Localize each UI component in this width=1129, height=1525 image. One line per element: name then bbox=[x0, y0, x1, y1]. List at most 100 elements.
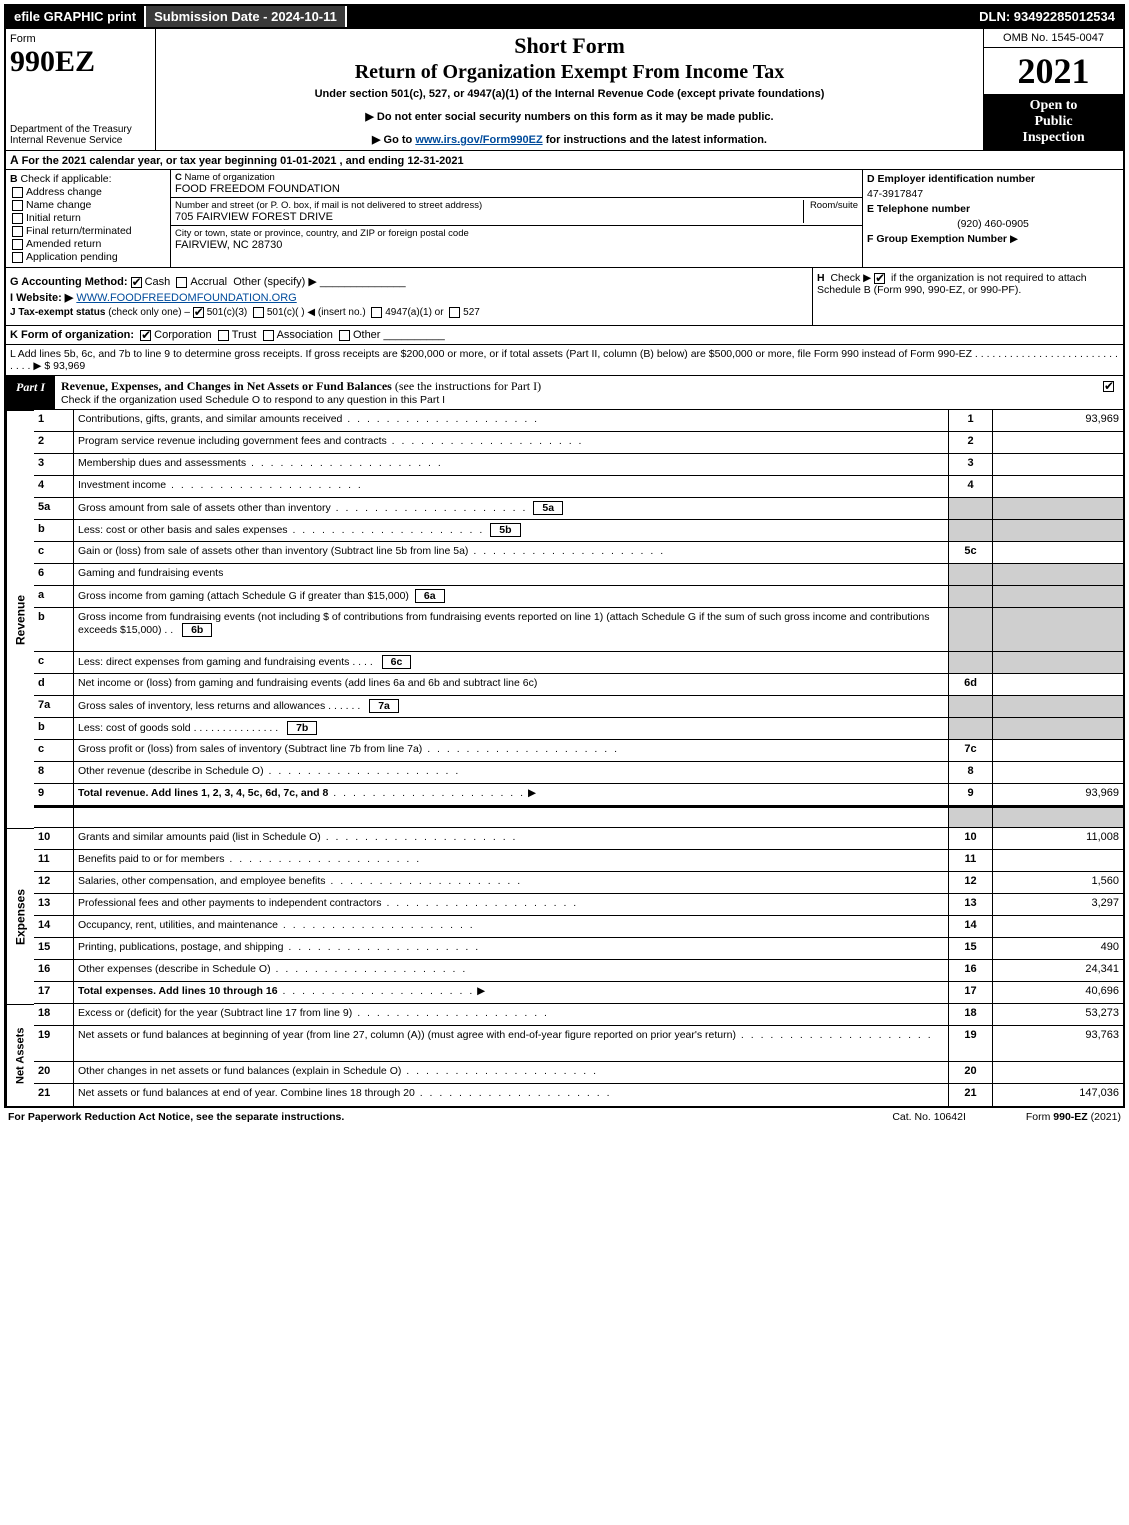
line-5a-desc: Gross amount from sale of assets other t… bbox=[74, 498, 949, 520]
line-1-desc: Contributions, gifts, grants, and simila… bbox=[74, 410, 949, 432]
line-5a-rn bbox=[949, 498, 993, 520]
line-20-desc: Other changes in net assets or fund bala… bbox=[74, 1062, 949, 1084]
chk-cash[interactable] bbox=[131, 277, 142, 288]
line-16-desc: Other expenses (describe in Schedule O) bbox=[74, 960, 949, 982]
line-8-desc: Other revenue (describe in Schedule O) bbox=[74, 762, 949, 784]
title-short-form: Short Form bbox=[162, 33, 977, 59]
opt-4947: 4947(a)(1) or bbox=[385, 307, 443, 318]
chk-association[interactable] bbox=[263, 330, 274, 341]
line-2-num: 2 bbox=[34, 432, 74, 454]
chk-other-org[interactable] bbox=[339, 330, 350, 341]
line-5c-num: c bbox=[34, 542, 74, 564]
part-i-checkbox[interactable] bbox=[1097, 376, 1123, 409]
chk-trust[interactable] bbox=[218, 330, 229, 341]
line-6d-num: d bbox=[34, 674, 74, 696]
line-2-rn: 2 bbox=[949, 432, 993, 454]
accounting-method-row: G Accounting Method: Cash Accrual Other … bbox=[10, 275, 808, 288]
line-1-num: 1 bbox=[34, 410, 74, 432]
opt-501c3: 501(c)(3) bbox=[207, 307, 248, 318]
efile-print-label[interactable]: efile GRAPHIC print bbox=[6, 6, 146, 27]
line-18-rn: 18 bbox=[949, 1004, 993, 1026]
footer-form-ref: Form 990-EZ (2021) bbox=[1026, 1111, 1121, 1123]
part-i-check-note: Check if the organization used Schedule … bbox=[61, 394, 541, 406]
line-20-num: 20 bbox=[34, 1062, 74, 1084]
row-a-text: For the 2021 calendar year, or tax year … bbox=[22, 155, 464, 167]
line-7a-amt bbox=[993, 696, 1123, 718]
part-i-tag: Part I bbox=[6, 376, 55, 409]
line-5a-amt bbox=[993, 498, 1123, 520]
org-name-cell: C Name of organization FOOD FREEDOM FOUN… bbox=[171, 170, 862, 198]
chk-501c3[interactable] bbox=[193, 307, 204, 318]
chk-amended-return[interactable]: Amended return bbox=[12, 238, 166, 250]
tel-value: (920) 460-0905 bbox=[867, 218, 1119, 230]
form-header: Form 990EZ Department of the Treasury In… bbox=[6, 29, 1123, 151]
chk-application-pending[interactable]: Application pending bbox=[12, 251, 166, 263]
addr-label: Number and street (or P. O. box, if mail… bbox=[175, 200, 795, 211]
form-word: Form bbox=[10, 33, 151, 45]
org-name-value: FOOD FREEDOM FOUNDATION bbox=[175, 183, 858, 195]
line-4-desc: Investment income bbox=[74, 476, 949, 498]
column-d-e-f: D Employer identification number 47-3917… bbox=[863, 170, 1123, 267]
line-16-rn: 16 bbox=[949, 960, 993, 982]
line-19-num: 19 bbox=[34, 1026, 74, 1062]
chk-schedule-b-not-required[interactable] bbox=[874, 273, 885, 284]
line-9-num: 9 bbox=[34, 784, 74, 806]
opt-trust: Trust bbox=[232, 329, 257, 341]
open-line-1: Open to bbox=[1030, 98, 1078, 113]
line-14-num: 14 bbox=[34, 916, 74, 938]
line-6c-rn bbox=[949, 652, 993, 674]
line-17-desc: Total expenses. Add lines 10 through 16 … bbox=[74, 982, 949, 1004]
line-6-amt bbox=[993, 564, 1123, 586]
irs-link[interactable]: www.irs.gov/Form990EZ bbox=[415, 134, 542, 146]
column-b: B Check if applicable: Address change Na… bbox=[6, 170, 171, 267]
line-9-desc: Total revenue. Add lines 1, 2, 3, 4, 5c,… bbox=[74, 784, 949, 806]
net-assets-section-label: Net Assets bbox=[6, 1004, 34, 1106]
website-link[interactable]: WWW.FOODFREEDOMFOUNDATION.ORG bbox=[76, 292, 296, 304]
i-label: I Website: ▶ bbox=[10, 292, 73, 304]
line-16-amt: 24,341 bbox=[993, 960, 1123, 982]
submission-date-label: Submission Date - 2024-10-11 bbox=[146, 6, 347, 27]
line-7b-rn bbox=[949, 718, 993, 740]
chk-final-return[interactable]: Final return/terminated bbox=[12, 225, 166, 237]
group-exemption-arrow: ▶ bbox=[1010, 233, 1018, 245]
footer-cat-no: Cat. No. 10642I bbox=[892, 1111, 966, 1123]
header-middle: Short Form Return of Organization Exempt… bbox=[156, 29, 983, 150]
chk-4947[interactable] bbox=[371, 307, 382, 318]
chk-initial-return[interactable]: Initial return bbox=[12, 212, 166, 224]
line-9-amt: 93,969 bbox=[993, 784, 1123, 806]
chk-527[interactable] bbox=[449, 307, 460, 318]
open-to-public-inspection: Open to Public Inspection bbox=[984, 94, 1123, 150]
chk-address-change[interactable]: Address change bbox=[12, 186, 166, 198]
line-6c-num: c bbox=[34, 652, 74, 674]
title-return: Return of Organization Exempt From Incom… bbox=[162, 61, 977, 84]
chk-501c[interactable] bbox=[253, 307, 264, 318]
line-2-amt bbox=[993, 432, 1123, 454]
b-label: Check if applicable: bbox=[21, 173, 112, 185]
dln-label: DLN: 93492285012534 bbox=[971, 6, 1123, 27]
chk-corporation[interactable] bbox=[140, 330, 151, 341]
line-3-amt bbox=[993, 454, 1123, 476]
line-6b-desc: Gross income from fundraising events (no… bbox=[74, 608, 949, 652]
line-21-desc: Net assets or fund balances at end of ye… bbox=[74, 1084, 949, 1106]
opt-accrual: Accrual bbox=[190, 276, 227, 288]
line-13-num: 13 bbox=[34, 894, 74, 916]
line-1-amt: 93,969 bbox=[993, 410, 1123, 432]
line-21-num: 21 bbox=[34, 1084, 74, 1106]
page-footer: For Paperwork Reduction Act Notice, see … bbox=[4, 1108, 1125, 1123]
h-check-prefix: Check ▶ bbox=[830, 272, 871, 284]
line-3-num: 3 bbox=[34, 454, 74, 476]
chk-accrual[interactable] bbox=[176, 277, 187, 288]
line-14-rn: 14 bbox=[949, 916, 993, 938]
line-11-amt bbox=[993, 850, 1123, 872]
line-4-rn: 4 bbox=[949, 476, 993, 498]
chk-name-change[interactable]: Name change bbox=[12, 199, 166, 211]
j-note: (check only one) – bbox=[108, 307, 190, 318]
website-row: I Website: ▶ WWW.FOODFREEDOMFOUNDATION.O… bbox=[10, 291, 808, 304]
org-name-label: Name of organization bbox=[185, 172, 275, 183]
line-7a-num: 7a bbox=[34, 696, 74, 718]
line-8-amt bbox=[993, 762, 1123, 784]
line-12-desc: Salaries, other compensation, and employ… bbox=[74, 872, 949, 894]
line-6c-desc: Less: direct expenses from gaming and fu… bbox=[74, 652, 949, 674]
expenses-section-label: Expenses bbox=[6, 828, 34, 1004]
line-6a-num: a bbox=[34, 586, 74, 608]
